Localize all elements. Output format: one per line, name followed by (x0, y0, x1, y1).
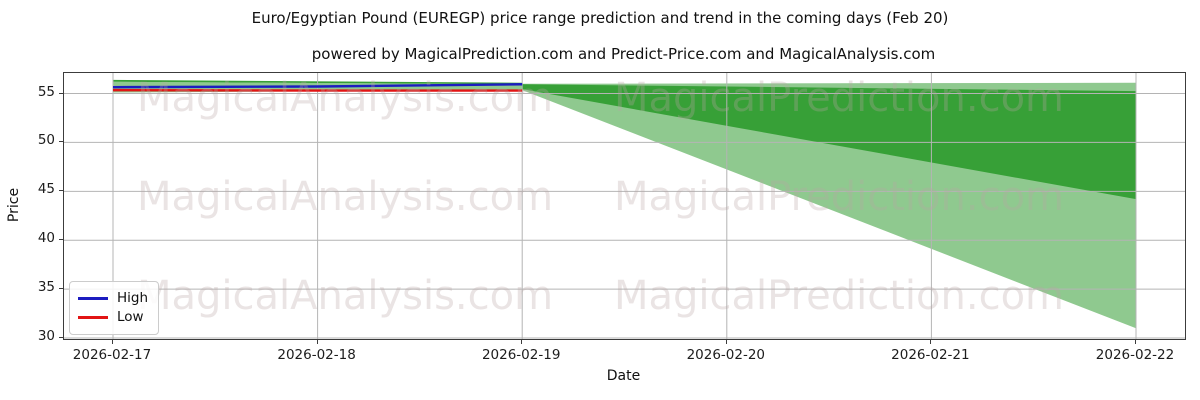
plot-area: MagicalAnalysis.com MagicalPrediction.com… (63, 72, 1186, 340)
legend-line-sample (78, 296, 108, 300)
legend-line-sample (78, 315, 108, 319)
y-tick-mark (59, 288, 63, 290)
x-tick-mark (521, 340, 523, 344)
legend-label: Low (117, 309, 144, 325)
prediction-bands (113, 79, 1136, 329)
x-tick-label: 2026-02-18 (277, 347, 356, 363)
x-tick-mark (930, 340, 932, 344)
x-tick-mark (112, 340, 113, 344)
y-tick-label: 40 (37, 230, 55, 247)
x-axis-label: Date (606, 368, 641, 384)
y-tick-label: 45 (37, 181, 55, 198)
axes-subtitle: powered by MagicalPrediction.com and Pre… (311, 45, 936, 63)
x-tick-label: 2026-02-17 (72, 347, 152, 363)
y-tick-label: 30 (37, 328, 55, 345)
y-tick-label: 50 (37, 132, 55, 149)
x-tick-label: 2026-02-20 (686, 347, 766, 363)
legend-item-low: Low (78, 309, 148, 325)
y-tick-mark (59, 141, 63, 143)
y-tick-label: 35 (37, 279, 55, 296)
y-tick-mark (59, 190, 63, 192)
high-line (112, 83, 523, 89)
x-tick-mark (316, 340, 318, 344)
chart-svg (64, 73, 1185, 339)
legend: High Low (69, 281, 160, 335)
legend-label: High (117, 290, 149, 306)
legend-item-high: High (78, 290, 148, 306)
y-tick-mark (59, 92, 63, 94)
price-lines (112, 83, 523, 92)
x-tick-label: 2026-02-22 (1095, 347, 1175, 363)
y-tick-label: 55 (37, 83, 55, 100)
gridlines (64, 73, 1185, 339)
figure-title: Euro/Egyptian Pound (EUREGP) price range… (251, 9, 949, 27)
x-tick-label: 2026-02-19 (481, 347, 561, 363)
x-tick-mark (725, 340, 727, 344)
y-tick-mark (59, 337, 63, 339)
y-tick-mark (59, 239, 63, 241)
x-tick-mark (1135, 340, 1136, 344)
forecast-inner-range-band (522, 84, 1136, 200)
x-tick-label: 2026-02-21 (891, 347, 970, 363)
